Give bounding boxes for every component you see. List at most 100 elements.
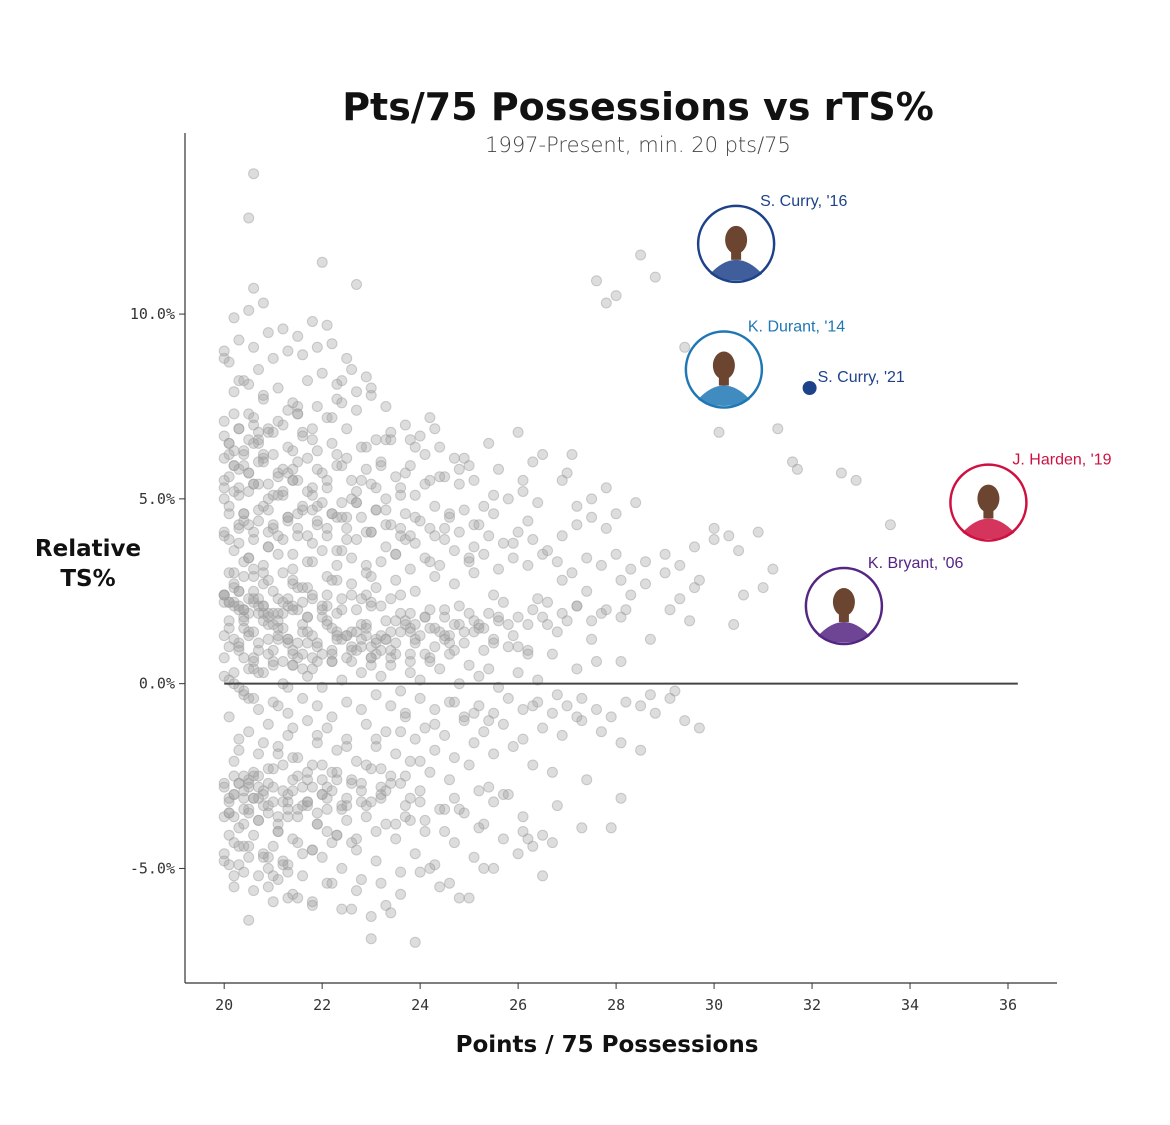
y-tick-label: 0.0% [139, 675, 175, 693]
scatter-point [292, 837, 304, 849]
y-axis-label-line-2: TS% [60, 566, 115, 592]
scatter-point [483, 663, 495, 675]
scatter-point [218, 430, 230, 442]
scatter-point [517, 486, 529, 497]
scatter-point [551, 556, 563, 568]
scatter-point [238, 818, 250, 830]
scatter-point [644, 633, 656, 645]
scatter-point [483, 607, 495, 619]
highlight-player-photo-curry: S. Curry, '16 [696, 193, 847, 284]
y-tick-label: -5.0% [130, 859, 175, 877]
scatter-point [360, 718, 372, 730]
scatter-point [311, 515, 323, 527]
scatter-point [341, 522, 353, 534]
scatter-point [360, 800, 372, 812]
scatter-point [277, 567, 289, 579]
scatter-point [439, 471, 451, 483]
scatter-point [385, 659, 397, 671]
scatter-point [512, 611, 524, 623]
scatter-point [444, 696, 455, 708]
scatter-point [233, 334, 245, 346]
scatter-point [341, 733, 353, 745]
scatter-point [257, 500, 269, 512]
scatter-point [321, 530, 333, 542]
scatter-point [351, 844, 362, 856]
scatter-point [424, 474, 436, 486]
scatter-point [336, 593, 348, 605]
scatter-point [306, 316, 318, 327]
scatter-point [355, 641, 367, 653]
scatter-point [326, 574, 338, 586]
scatter-point [738, 589, 749, 601]
scatter-point [581, 552, 593, 564]
scatter-point [223, 615, 235, 627]
highlighted-players-layer: S. Curry, '16 K. Durant, '14 S. Curry, '21… [684, 193, 1112, 646]
scatter-point [649, 271, 661, 283]
scatter-point [360, 567, 372, 579]
scatter-point [306, 482, 318, 494]
scatter-point [292, 522, 304, 534]
scatter-point [493, 681, 504, 693]
scatter-point [404, 563, 416, 575]
scatter-point [311, 807, 323, 819]
scatter-point [297, 781, 309, 793]
scatter-point [615, 611, 627, 623]
scatter-point [522, 559, 534, 571]
scatter-point [399, 800, 411, 812]
x-tick-label: 34 [901, 996, 919, 1014]
scatter-point [488, 862, 500, 874]
scatter-point [399, 508, 411, 520]
scatter-point [458, 637, 470, 649]
scatter-point [728, 619, 740, 630]
scatter-point [306, 434, 318, 446]
scatter-point [787, 456, 798, 468]
scatter-point [561, 700, 573, 712]
scatter-point [556, 574, 568, 586]
scatter-point [243, 486, 255, 497]
scatter-point [257, 851, 269, 863]
player-photo-bryant-icon [804, 566, 884, 646]
scatter-point [532, 696, 544, 708]
scatter-point [414, 430, 426, 442]
scatter-point [463, 607, 475, 619]
scatter-point [277, 323, 289, 335]
scatter-point [297, 663, 309, 675]
scatter-point [243, 803, 255, 815]
x-axis-label: Points / 75 Possessions [456, 1032, 759, 1058]
scatter-point [326, 644, 338, 656]
scatter-point [341, 696, 353, 708]
scatter-point [331, 460, 343, 472]
scatter-point [429, 704, 441, 715]
scatter-point [253, 748, 264, 760]
scatter-point [346, 552, 358, 564]
scatter-point [591, 656, 602, 667]
scatter-point [336, 545, 348, 557]
scatter-point [581, 774, 593, 786]
scatter-point [772, 423, 784, 435]
scatter-point [414, 785, 426, 797]
scatter-point [277, 486, 289, 497]
scatter-point [302, 375, 313, 387]
scatter-point [448, 837, 460, 849]
scatter-point [468, 541, 480, 553]
scatter-point [282, 511, 294, 523]
scatter-point [248, 571, 260, 582]
scatter-point [390, 818, 402, 830]
scatter-point [287, 578, 299, 590]
scatter-point [253, 426, 264, 438]
scatter-point [546, 707, 558, 719]
scatter-point [439, 534, 451, 545]
scatter-point [497, 537, 509, 549]
scatter-point [458, 504, 470, 516]
scatter-point [537, 870, 549, 882]
scatter-point [424, 766, 436, 778]
scatter-point [571, 663, 583, 675]
scatter-point [351, 833, 362, 845]
scatter-point [272, 415, 284, 427]
scatter-point [395, 888, 407, 900]
scatter-point [238, 785, 250, 797]
scatter-point [370, 826, 382, 837]
scatter-point [429, 571, 441, 582]
scatter-point [223, 534, 235, 545]
scatter-point [243, 774, 255, 786]
